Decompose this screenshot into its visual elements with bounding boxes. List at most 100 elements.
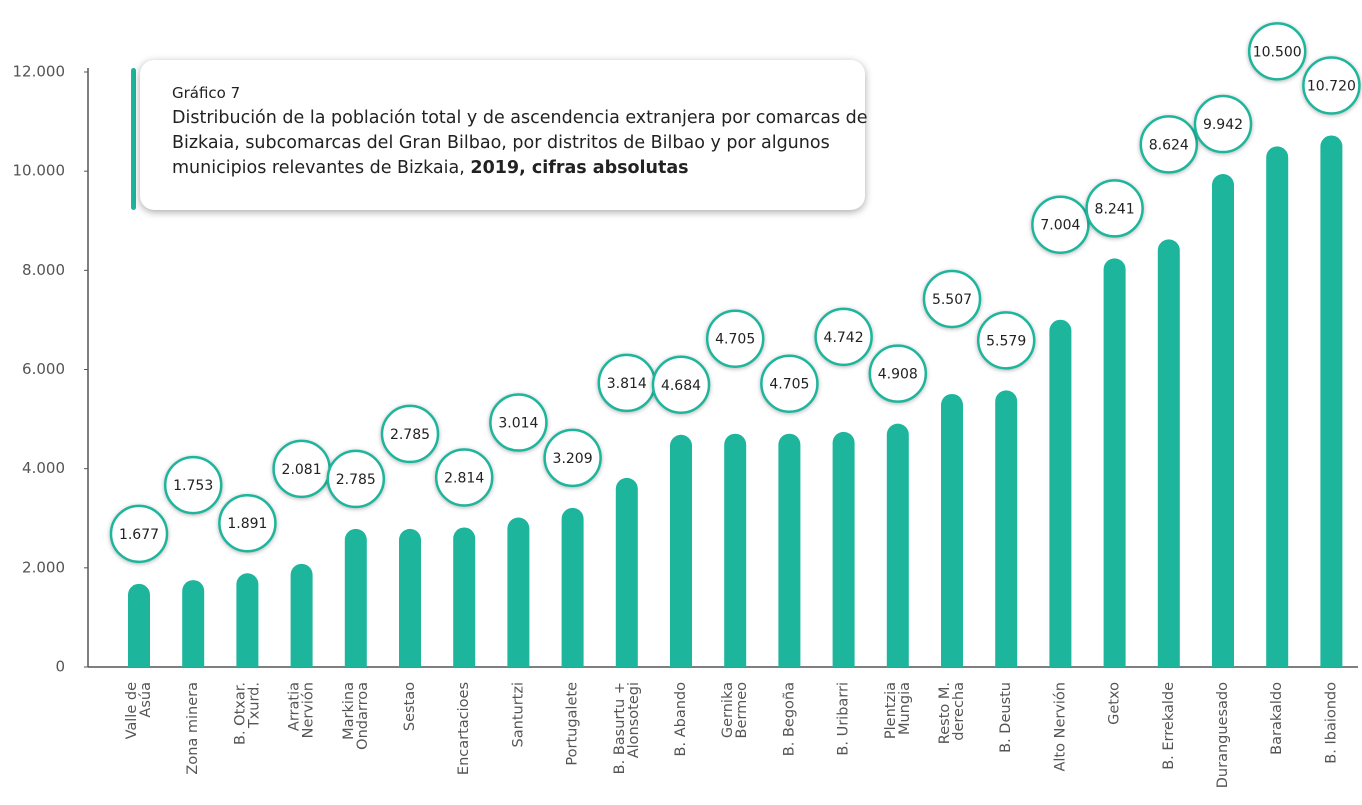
bar [1103, 258, 1126, 667]
bar [182, 580, 205, 667]
label-line: Portugalete [565, 682, 581, 766]
x-tick-label: Duranguesado [1215, 682, 1231, 788]
value-bubble [760, 354, 819, 413]
x-tick-label: Zona minera [185, 682, 201, 775]
x-tick-label: Getxo [1107, 682, 1123, 725]
title-box: Gráfico 7 Distribución de la población t… [140, 60, 868, 210]
bar [941, 393, 963, 667]
x-tick-label: B. Ibaiondo [1323, 682, 1339, 764]
bar [236, 573, 259, 667]
x-tick-label: B. Uribarri [836, 682, 852, 756]
bar [1212, 174, 1234, 667]
x-tick-label: Santurtzi [510, 682, 526, 747]
value-bubble [434, 448, 494, 507]
value-label: 1.753 [173, 478, 213, 494]
bar [670, 434, 692, 667]
value-bubble [1193, 94, 1253, 154]
value-bubble [705, 309, 765, 368]
bar [561, 507, 584, 667]
value-label: 8.241 [1095, 201, 1135, 217]
label-line: B. Uribarri [836, 682, 852, 756]
x-tick-label: GernikaBermeo [720, 682, 750, 739]
bar [995, 390, 1018, 667]
label-line: B. Deustu [998, 682, 1014, 753]
x-tick-label: Encartacioes [456, 682, 472, 775]
bar [128, 583, 150, 667]
label-line: derecha [951, 682, 967, 741]
y-tick-label: 4.000 [22, 459, 65, 477]
x-tick-label: B. Errekalde [1161, 682, 1177, 770]
bar [1049, 319, 1072, 667]
label-line: B. Basurtu + [612, 682, 628, 774]
label-line: Alonsotegi [626, 682, 642, 758]
value-bubble [218, 493, 277, 553]
accent [131, 68, 136, 210]
value-label: 7.004 [1040, 218, 1080, 234]
value-label: 4.705 [715, 332, 755, 348]
value-bubble [976, 311, 1036, 370]
label-line: Zona minera [185, 682, 201, 775]
value-bubble [922, 269, 982, 329]
value-bubble [326, 449, 386, 509]
x-tick-label: B. Deustu [998, 682, 1014, 753]
value-bubble [868, 344, 928, 403]
x-tick-label: Valle deAsúa [124, 682, 154, 739]
value-bubble [380, 404, 440, 464]
y-tick-label: 2.000 [22, 558, 65, 576]
value-bubble [651, 355, 711, 415]
y-tick-label: 8.000 [22, 261, 65, 279]
value-label: 10.720 [1307, 78, 1356, 94]
value-label: 2.081 [282, 462, 322, 478]
value-label: 2.785 [336, 472, 376, 488]
bar [507, 517, 530, 667]
value-label: 5.579 [986, 333, 1026, 349]
value-bubble [489, 393, 548, 452]
chart-title: Distribución de la población total y de … [172, 106, 892, 181]
label-line: Txurd. [246, 682, 262, 729]
bar [832, 431, 855, 667]
value-bubble [1139, 115, 1199, 174]
value-bubble [163, 455, 223, 515]
value-bubble [1085, 179, 1144, 238]
value-label: 1.891 [227, 516, 267, 532]
bar [399, 528, 421, 667]
label-line: Bermeo [734, 682, 750, 739]
value-label: 4.908 [878, 367, 918, 383]
bar [886, 423, 909, 667]
label-line: Alto Nervión [1052, 682, 1068, 772]
x-tick-label: Portugalete [565, 682, 581, 766]
label-line: Duranguesado [1215, 682, 1231, 788]
x-tick-label: B. Abando [673, 682, 689, 757]
label-line: Mungia [897, 682, 913, 735]
bar [1266, 146, 1289, 668]
x-tick-label: PlentziaMungia [883, 682, 913, 739]
label-line: Gernika [720, 682, 736, 738]
value-bubble [814, 307, 873, 367]
bar [1320, 135, 1343, 667]
label-line: Santurtzi [510, 682, 526, 747]
value-label: 2.785 [390, 427, 430, 443]
x-tick-label: Sestao [402, 682, 418, 731]
label-line: B. Abando [673, 682, 689, 757]
chart-label: Gráfico 7 [172, 84, 241, 102]
title-emphasis: 2019, cifras absolutas [470, 158, 689, 178]
label-line: Barakaldo [1269, 682, 1285, 755]
x-tick-label: Barakaldo [1269, 682, 1285, 755]
x-tick-label: B. Otxar.Txurd. [232, 682, 262, 745]
value-label: 1.677 [119, 527, 159, 543]
bar [290, 563, 313, 667]
label-line: Valle de [124, 682, 140, 739]
bar [778, 433, 801, 667]
value-label: 8.624 [1149, 137, 1189, 153]
value-label: 4.705 [769, 377, 809, 393]
value-label: 9.942 [1203, 117, 1243, 133]
bar [615, 477, 638, 667]
value-bubble [1302, 56, 1361, 115]
label-line: Resto M. [937, 682, 953, 744]
bar [724, 433, 747, 667]
x-tick-label: MarkinaOndarroa [341, 682, 371, 750]
label-line: Markina [341, 682, 357, 740]
title-text: Distribución de la población total y de … [172, 108, 868, 178]
